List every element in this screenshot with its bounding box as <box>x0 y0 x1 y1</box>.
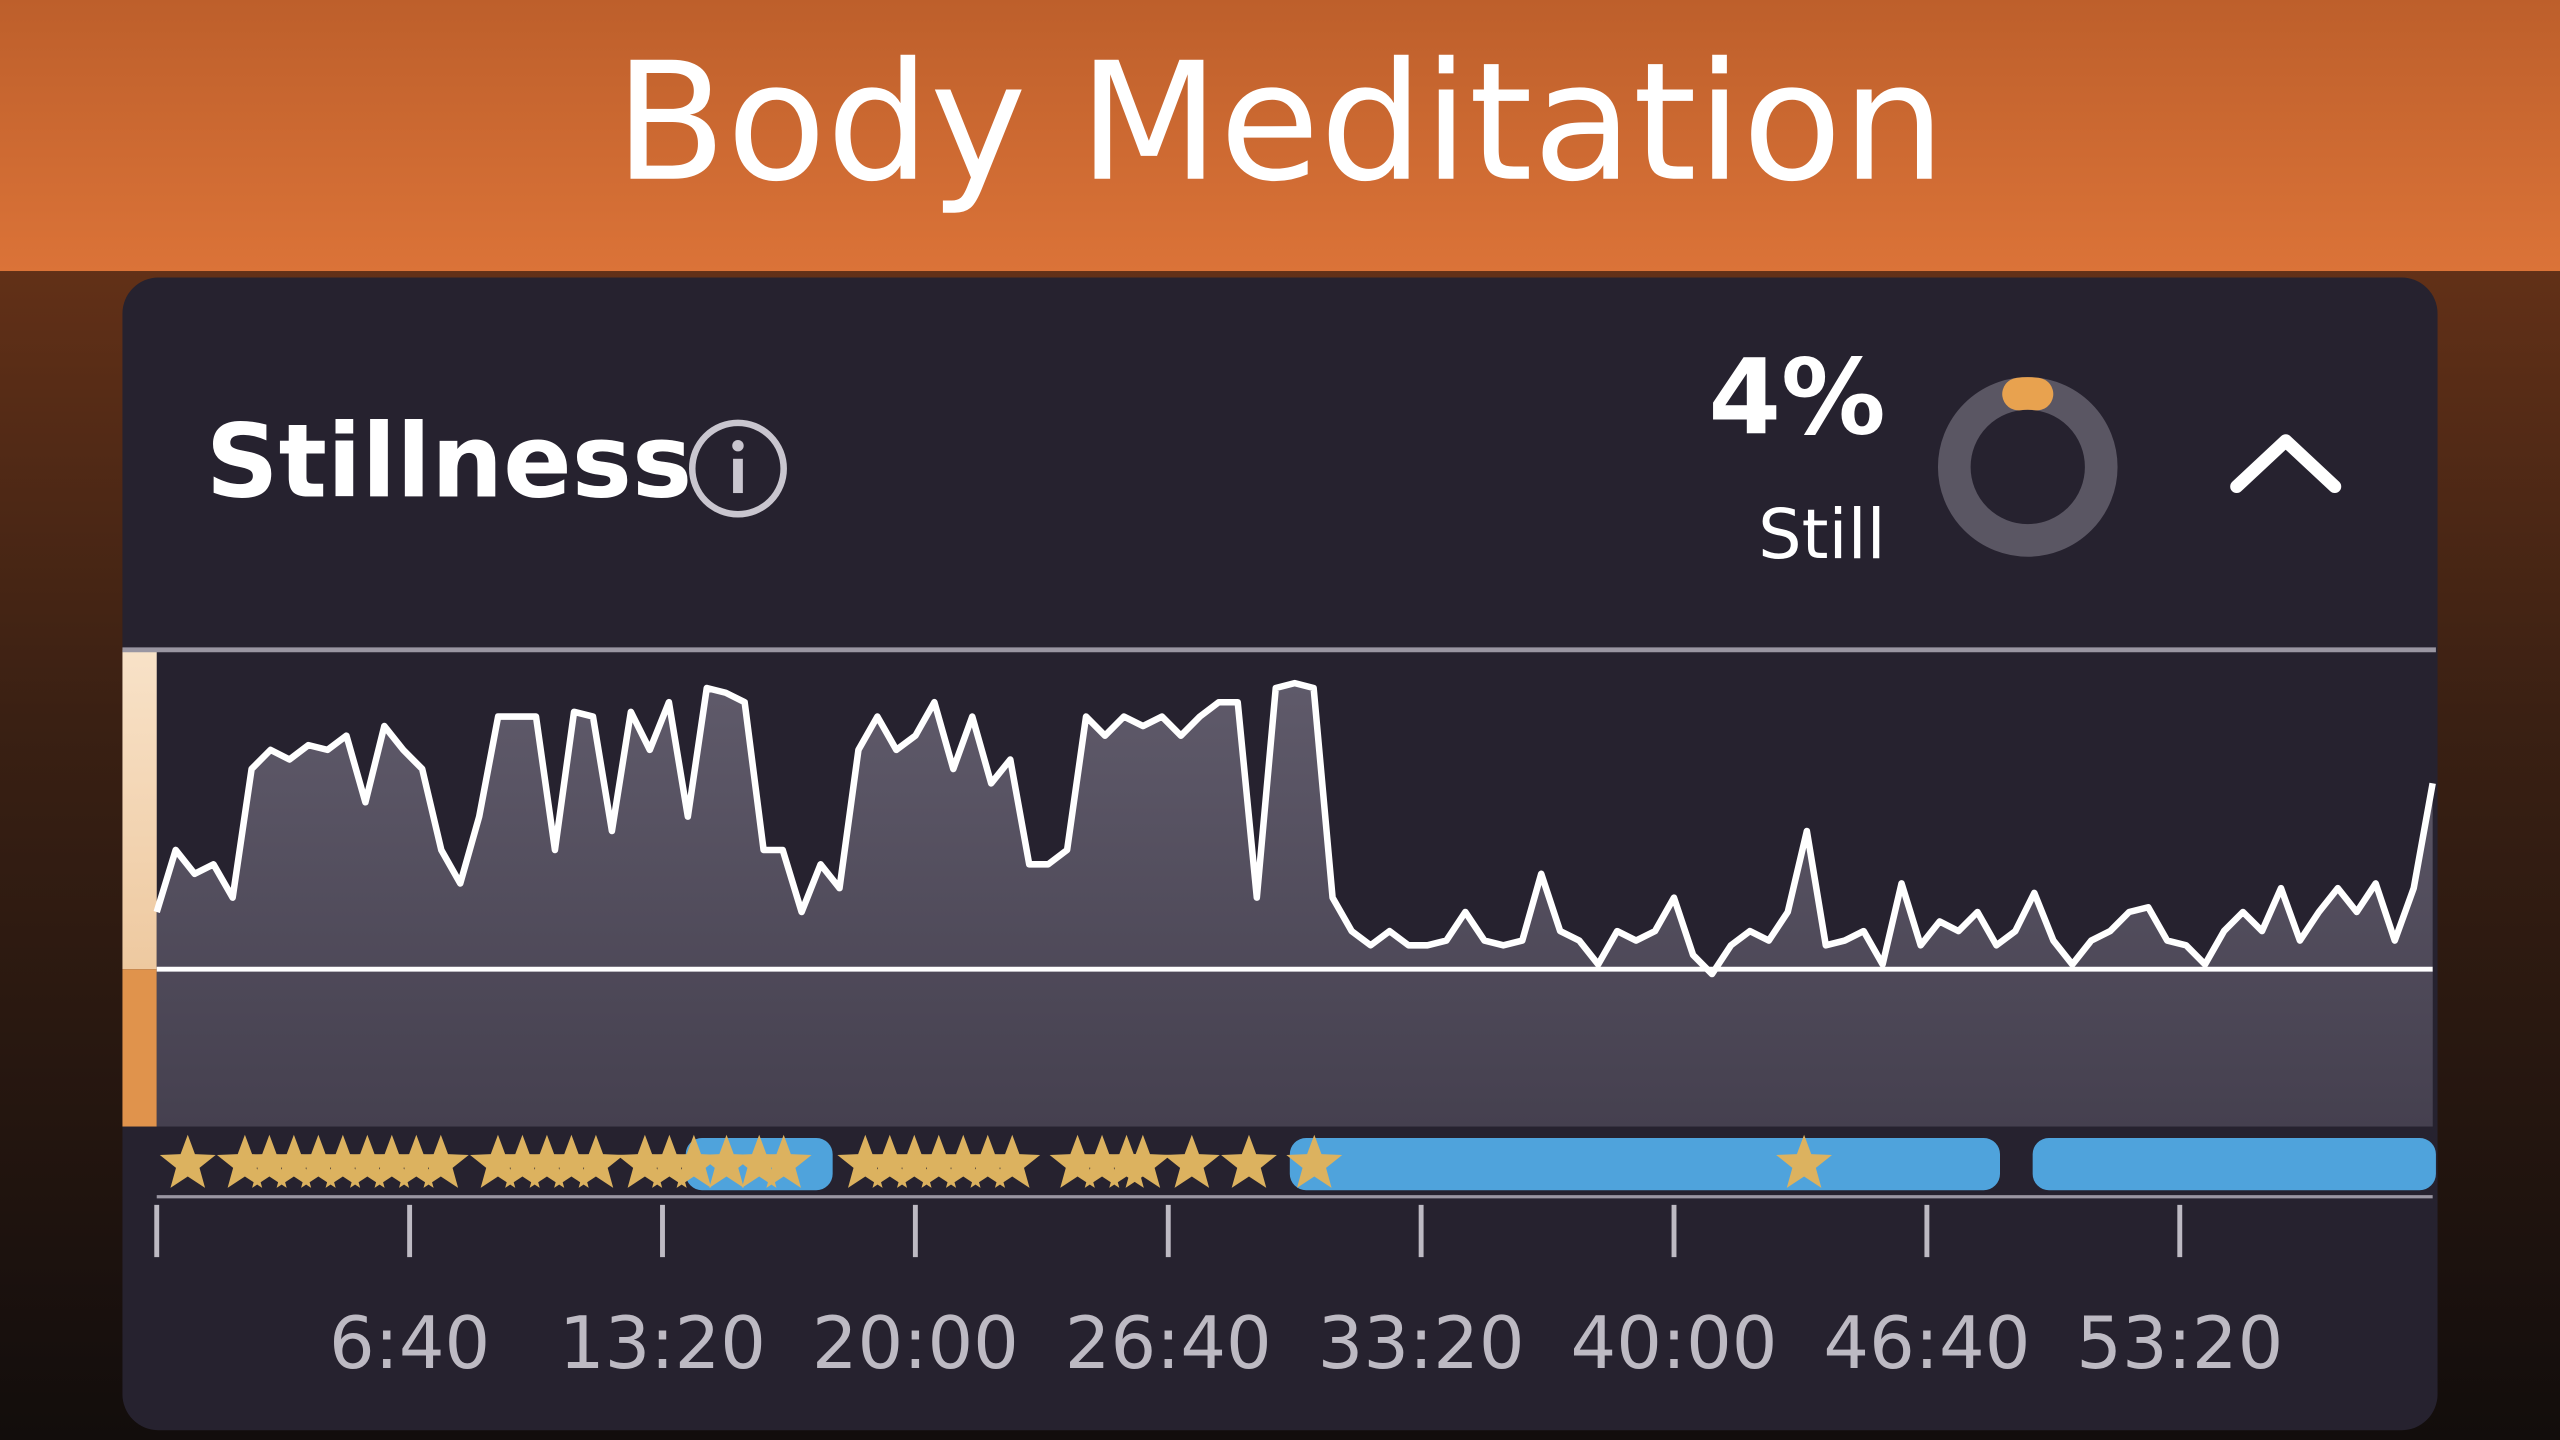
star <box>363 1134 420 1188</box>
header-bar <box>0 0 2560 272</box>
star <box>470 1134 526 1188</box>
star <box>388 1134 445 1188</box>
star <box>665 1134 722 1188</box>
line <box>153 679 2436 978</box>
x-tick-label: 13:20 <box>559 1301 766 1385</box>
info-icon[interactable] <box>688 419 787 518</box>
star <box>265 1134 322 1188</box>
star <box>412 1134 469 1188</box>
star <box>241 1134 298 1188</box>
star <box>698 1134 755 1188</box>
star <box>1221 1134 1277 1188</box>
x-tick-label: 6:40 <box>329 1301 490 1385</box>
star <box>494 1134 551 1188</box>
line-area <box>156 683 2433 1127</box>
star <box>910 1134 967 1188</box>
star <box>339 1134 396 1188</box>
x-tick-label: 20:00 <box>812 1301 1019 1385</box>
star <box>314 1134 371 1188</box>
page-title: Body Meditation <box>614 27 1945 218</box>
star <box>1074 1134 1130 1188</box>
star <box>1049 1134 1106 1188</box>
star <box>1114 1134 1171 1188</box>
star <box>755 1134 812 1188</box>
zone-bar-high <box>122 649 157 970</box>
star <box>519 1134 575 1188</box>
star <box>568 1134 624 1188</box>
star <box>731 1134 788 1188</box>
star <box>159 1134 216 1188</box>
star <box>616 1134 673 1188</box>
info-circle <box>688 419 787 518</box>
star <box>861 1134 918 1188</box>
star <box>641 1134 698 1188</box>
star <box>837 1134 894 1188</box>
donut-arc <box>2002 377 2054 411</box>
star <box>1286 1134 1343 1188</box>
x-tick-label: 40:00 <box>1571 1301 1778 1385</box>
x-tick-label: 46:40 <box>1823 1301 2030 1385</box>
x-tick-label: 53:20 <box>2076 1301 2283 1385</box>
summary-value: 4% <box>1708 337 1885 459</box>
star <box>1776 1134 1832 1188</box>
star <box>543 1134 600 1188</box>
star <box>984 1134 1041 1188</box>
star <box>959 1134 1016 1188</box>
strip-blue <box>2032 1137 2436 1191</box>
summary-caption: Still <box>1758 495 1886 575</box>
collapse-chevron[interactable] <box>2230 434 2342 494</box>
x-tick-label: 33:20 <box>1318 1301 1525 1385</box>
plot: 6:40 13:20 20:00 26:40 33:20 40:00 46:40 53:20 <box>122 647 2436 1385</box>
star <box>290 1134 347 1188</box>
x-tick-label: 26:40 <box>1065 1301 1272 1385</box>
zone-bar-low <box>122 969 157 1127</box>
star <box>886 1134 943 1188</box>
star <box>1163 1134 1220 1188</box>
event-strip <box>159 1134 2436 1191</box>
info-stem <box>733 458 743 494</box>
star <box>935 1134 992 1188</box>
strip-blue <box>1289 1137 2000 1191</box>
star <box>216 1134 273 1188</box>
card-title: Stillness <box>206 402 693 520</box>
info-dot <box>732 440 744 452</box>
